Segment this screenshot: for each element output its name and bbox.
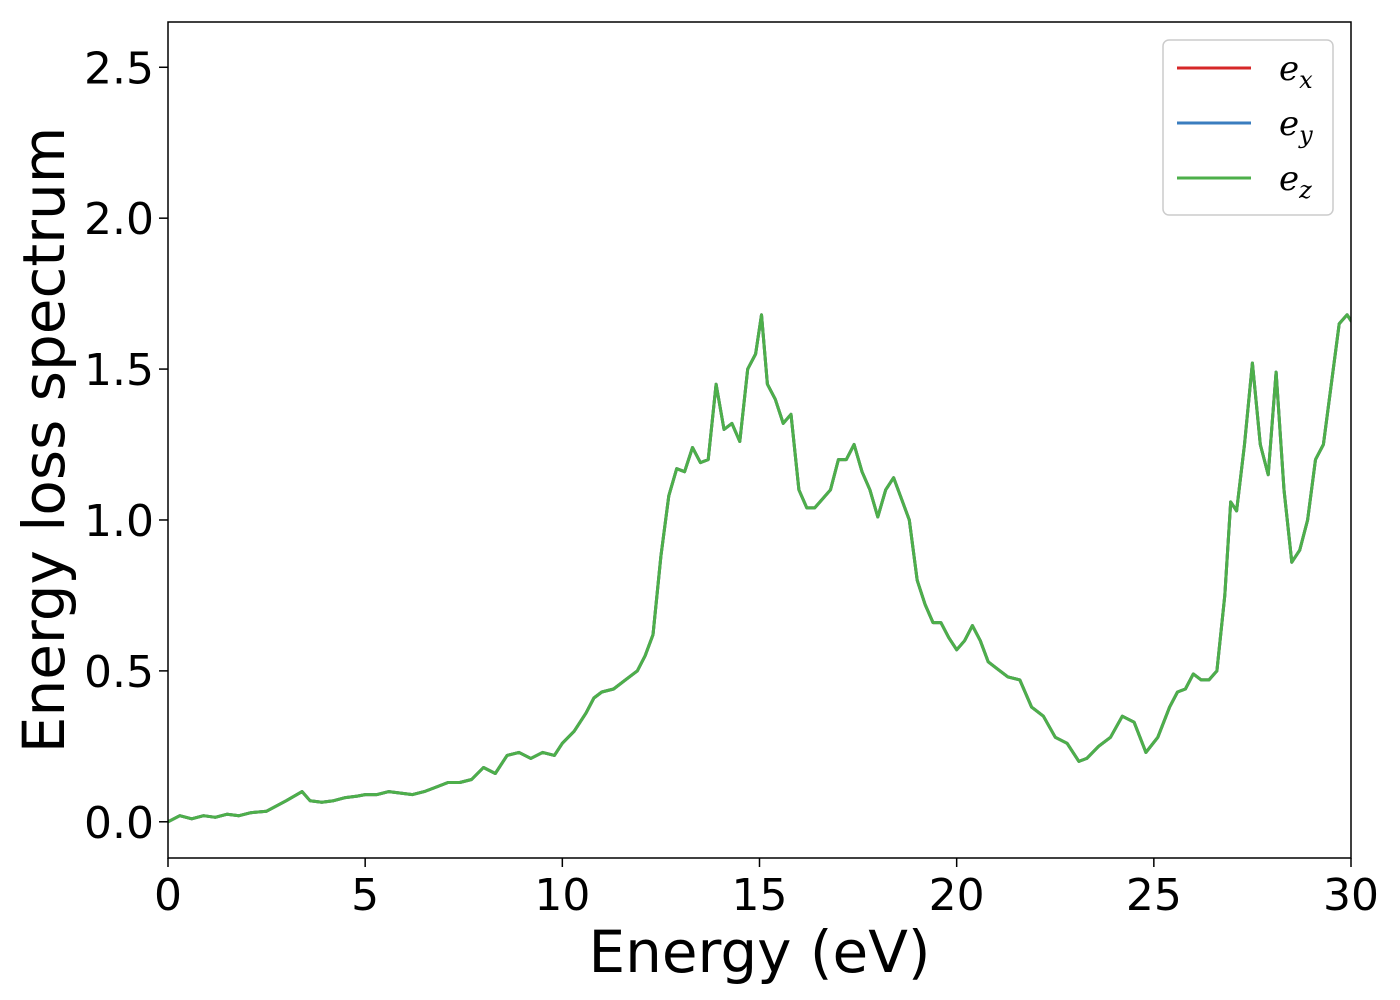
plot-frame <box>167 21 1352 859</box>
legend-label-z: ez <box>1279 159 1312 204</box>
legend-label-x: ex <box>1279 49 1313 94</box>
x-axis: 0 5 10 15 20 25 30 <box>154 858 1379 921</box>
y-axis: 0.0 0.5 1.0 1.5 2.0 2.5 <box>84 43 168 849</box>
x-tick-label: 10 <box>534 870 590 921</box>
y-tick-label: 1.5 <box>84 345 154 396</box>
y-tick-label: 1.0 <box>84 496 154 547</box>
legend-label-y: ey <box>1279 104 1313 149</box>
x-tick-label: 20 <box>929 870 985 921</box>
y-axis-title: Energy loss spectrum <box>10 127 78 753</box>
y-tick-label: 0.0 <box>84 798 154 849</box>
plot-area <box>168 313 1351 824</box>
x-axis-title: Energy (eV) <box>588 918 930 986</box>
series-line-e-z <box>168 313 1351 824</box>
y-tick-label: 0.5 <box>84 647 154 698</box>
y-tick-label: 2.5 <box>84 43 154 94</box>
x-tick-label: 5 <box>351 870 379 921</box>
y-tick-label: 2.0 <box>84 194 154 245</box>
x-tick-label: 30 <box>1323 870 1379 921</box>
x-tick-label: 0 <box>154 870 182 921</box>
legend: ex ey ez <box>1162 39 1334 216</box>
legend-box <box>1162 39 1334 216</box>
x-tick-label: 15 <box>732 870 788 921</box>
x-tick-label: 25 <box>1126 870 1182 921</box>
